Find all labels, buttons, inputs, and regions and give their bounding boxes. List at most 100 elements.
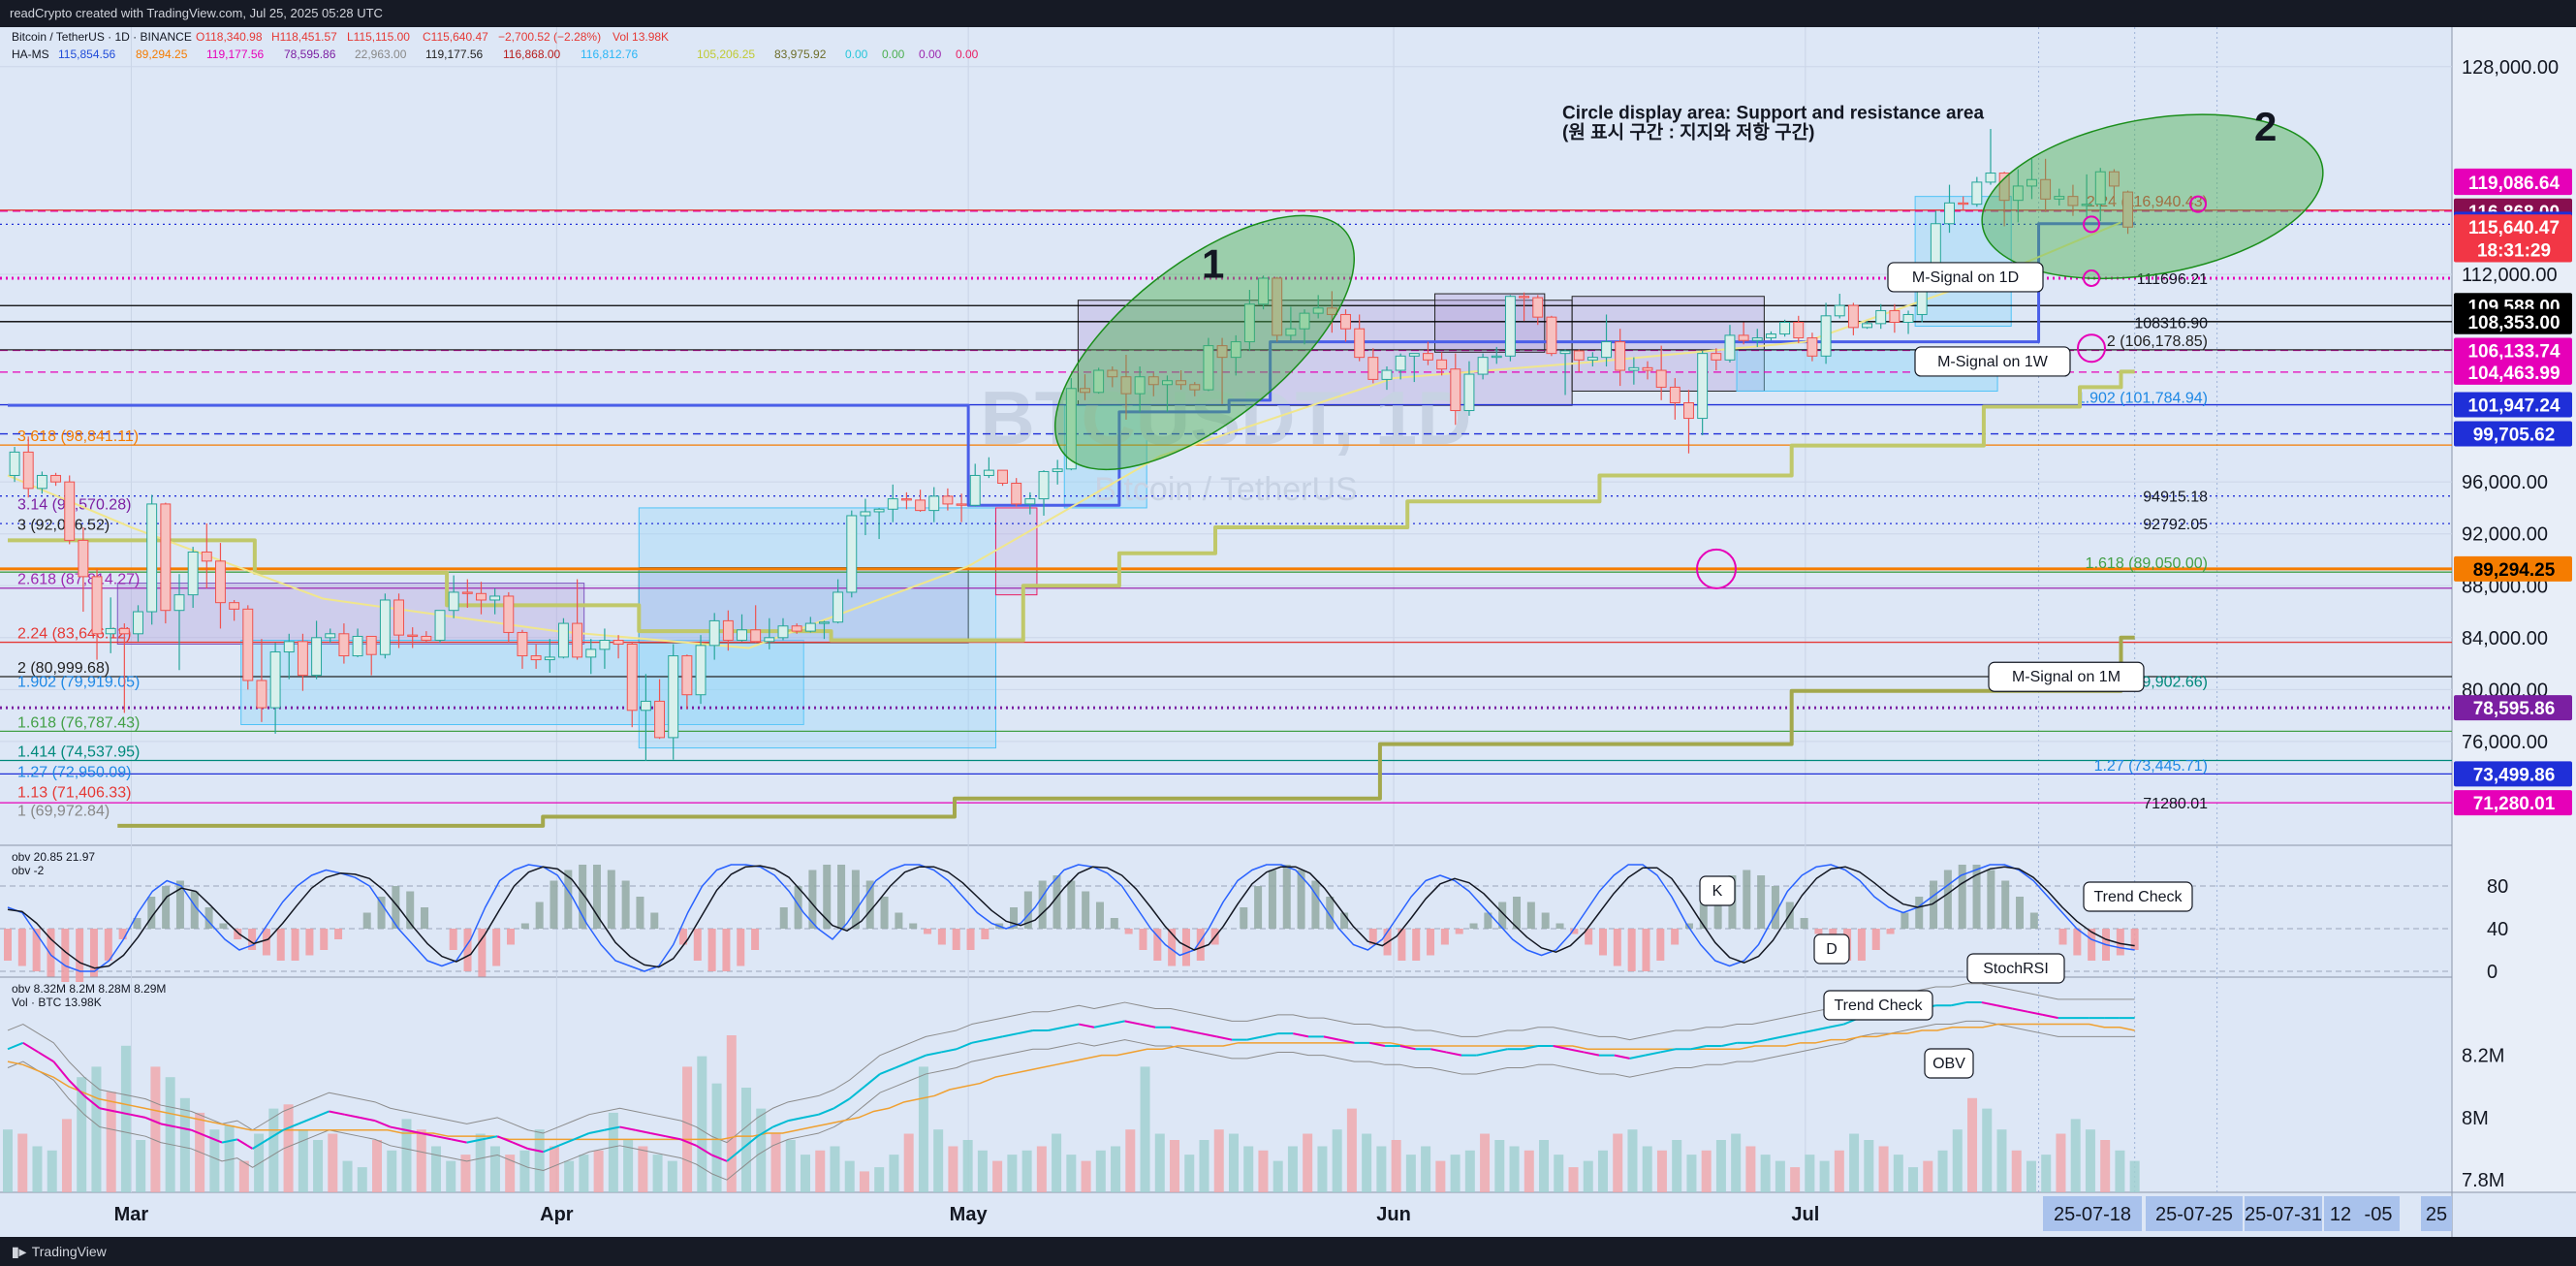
candle-body <box>1080 388 1090 394</box>
candle-body <box>1669 386 1681 404</box>
obv-line-segment <box>252 1138 268 1150</box>
inline-price-label: 111696.21 <box>2137 271 2208 288</box>
stoch-histogram-bar <box>1757 875 1766 929</box>
stoch-histogram-bar <box>880 897 889 929</box>
stoch-histogram-bar <box>550 880 558 929</box>
volume-bar <box>1362 1133 1372 1192</box>
obv-line-segment <box>435 1135 453 1141</box>
stoch-histogram-bar <box>1526 902 1535 929</box>
price-tag: 101,947.24 <box>2467 396 2560 417</box>
stoch-histogram-bar <box>1585 929 1593 945</box>
obv-line-segment <box>482 1135 498 1141</box>
obv-line-segment <box>144 1116 162 1125</box>
chart-canvas[interactable]: Mar Apr May Jun Jul 128,000.00 112,000.00 96,00… <box>0 27 2576 1237</box>
candle-body <box>750 629 762 643</box>
candle-body <box>1504 296 1516 357</box>
obv-line-segment <box>879 1066 896 1075</box>
candle-body <box>2040 178 2052 200</box>
candle-body <box>1243 303 1255 343</box>
volume-bar <box>254 1133 265 1192</box>
zone-box <box>1077 300 1573 406</box>
time-box-bg <box>2146 1196 2243 1231</box>
volume-bar <box>1450 1155 1461 1192</box>
price-tag-bg <box>2454 170 2572 196</box>
price-tag-bg <box>2454 392 2572 418</box>
candle-body <box>1847 304 1859 329</box>
volume-bar <box>549 1146 559 1192</box>
candle-body <box>2122 191 2134 228</box>
stoch-histogram-bar <box>1857 929 1866 961</box>
marker-circle <box>2083 215 2100 234</box>
price-tag-bg <box>2454 359 2572 385</box>
volume-bar <box>1435 1160 1446 1192</box>
stoch-histogram-bar <box>2130 929 2139 950</box>
obv-line-segment <box>7 1041 24 1051</box>
stoch-histogram-bar <box>621 880 630 929</box>
candle-body <box>1065 388 1077 470</box>
stoch-histogram-bar <box>47 929 55 977</box>
candle-body <box>311 637 323 677</box>
obv-line-segment <box>130 1113 146 1119</box>
volume-bar <box>313 1140 324 1192</box>
stoch-histogram-bar <box>1455 929 1463 934</box>
volume-bar <box>1007 1155 1018 1192</box>
candle-body <box>572 622 583 658</box>
stoch-histogram-bar <box>607 870 615 929</box>
obv-line-segment <box>527 1148 544 1154</box>
obv-line-segment <box>1246 1035 1263 1041</box>
obv-line-segment <box>1201 1032 1217 1038</box>
candle-body <box>1272 277 1283 336</box>
fib-label: 2 (106,178.85) <box>2107 333 2208 350</box>
callout-obv-box <box>1924 1048 1974 1079</box>
watermark-name: Bitcoin / TetherUS <box>1094 471 1358 508</box>
fib-label: 1.27 (73,445.71) <box>2094 758 2208 775</box>
volume-bar <box>933 1129 944 1192</box>
candle-body <box>1546 316 1557 355</box>
obv-line-segment <box>604 1125 620 1131</box>
fib-label: 2.618 (87,814.27) <box>17 572 140 588</box>
volume-bar <box>652 1155 663 1192</box>
obv-line-segment <box>1369 1041 1386 1048</box>
obv-line-segment <box>971 1038 988 1044</box>
volume-bar <box>1583 1160 1593 1192</box>
stoch-histogram-bar <box>1627 929 1636 971</box>
price-tag: 78,595.86 <box>2473 699 2556 719</box>
inline-price-label: 71280.01 <box>2143 796 2208 812</box>
stoch-histogram-bar <box>1168 929 1177 966</box>
candle-body <box>1765 333 1776 339</box>
stoch-histogram-bar <box>2116 929 2124 956</box>
msignal-1d-line <box>7 221 2121 649</box>
stoch-histogram-bar <box>305 929 314 956</box>
candle-body <box>1738 334 1749 341</box>
obv-line-segment <box>895 1060 911 1069</box>
volume-bar <box>430 1146 441 1192</box>
obv-line-segment <box>175 1125 192 1131</box>
volume-bar <box>1864 1140 1874 1192</box>
price-tag-bg <box>2454 421 2572 447</box>
candle-body <box>1120 376 1132 395</box>
candle-body <box>1381 369 1393 380</box>
volume-bar <box>1790 1167 1801 1192</box>
time-tick-label: May <box>950 1204 989 1225</box>
stoch-histogram-bar <box>219 923 228 929</box>
callout-obv-group: OBV <box>1924 1048 1974 1079</box>
stoch-histogram-bar <box>564 870 573 929</box>
volume-bar <box>1213 1129 1224 1192</box>
stoch-histogram-bar <box>1771 886 1779 929</box>
obv-line-segment <box>558 1138 575 1147</box>
time-box-label: 25-07-25 <box>2155 1204 2233 1225</box>
volume-bar <box>1967 1097 1978 1192</box>
stoch-histogram-bar <box>693 929 702 961</box>
callout-d-box <box>1813 934 1850 965</box>
volume-bar <box>1346 1108 1357 1192</box>
obv-line-segment <box>1721 1041 1738 1048</box>
obv-line-segment <box>1568 1048 1585 1054</box>
callout-msignal-1d-group: M-Signal on 1D <box>1887 262 2044 293</box>
obv-line-segment <box>848 1086 865 1100</box>
candle-body <box>64 481 76 541</box>
obv-line-segment <box>83 1094 101 1110</box>
volume-bar <box>106 1092 116 1192</box>
obv-line-segment <box>451 1138 467 1144</box>
stoch-histogram-bar <box>406 891 415 929</box>
candle-body <box>2081 204 2092 206</box>
